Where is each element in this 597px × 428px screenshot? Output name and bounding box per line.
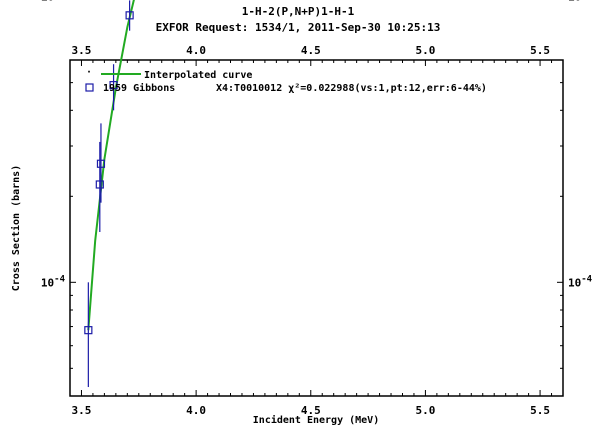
x-tick-label: 4.5 [301, 44, 321, 57]
chart-subtitle: EXFOR Request: 1534/1, 2011-Sep-30 10:25… [156, 21, 441, 34]
plot-frame [69, 59, 564, 397]
axis-ticks: 3.53.54.04.04.54.55.05.05.55.510-210-210… [41, 0, 593, 417]
legend-marker-label: 1959 Gibbons [103, 82, 175, 94]
data-point-marker [95, 180, 104, 189]
chart-title: 1-H-2(P,N+P)1-H-1 [242, 5, 355, 18]
legend: · Interpolated curve 1959 Gibbons X4:T00… [85, 67, 487, 94]
data-point-marker [96, 159, 106, 168]
data-point-marker [109, 81, 118, 90]
data-point-marker [84, 326, 93, 335]
x-tick-label: 5.5 [530, 44, 550, 57]
legend-marker-swatch [85, 83, 94, 92]
y-tick-label: 10-3 [41, 0, 65, 4]
x-tick-label: 4.5 [301, 404, 321, 417]
y-tick-label: 10-3 [568, 0, 592, 4]
legend-dot: · [86, 67, 92, 78]
x-tick-label: 3.5 [72, 404, 92, 417]
x-axis-label: Incident Energy (MeV) [253, 414, 379, 426]
x-tick-label: 5.0 [415, 44, 435, 57]
x-tick-label: 4.0 [186, 404, 206, 417]
y-axis-label: Cross Section (barns) [10, 165, 22, 291]
x-tick-label: 4.0 [186, 44, 206, 57]
y-tick-label: 10-4 [41, 274, 66, 289]
legend-curve-label: Interpolated curve [144, 70, 252, 81]
data-point-marker [125, 11, 134, 20]
x-tick-label: 5.5 [530, 404, 550, 417]
data-series [84, 0, 135, 388]
x-tick-label: 5.0 [415, 404, 435, 417]
y-tick-label: 10-4 [568, 274, 593, 289]
x-tick-label: 3.5 [72, 44, 92, 57]
legend-marker-note: X4:T0010012 χ²=0.022988(vs:1,pt:12,err:6… [216, 83, 487, 94]
